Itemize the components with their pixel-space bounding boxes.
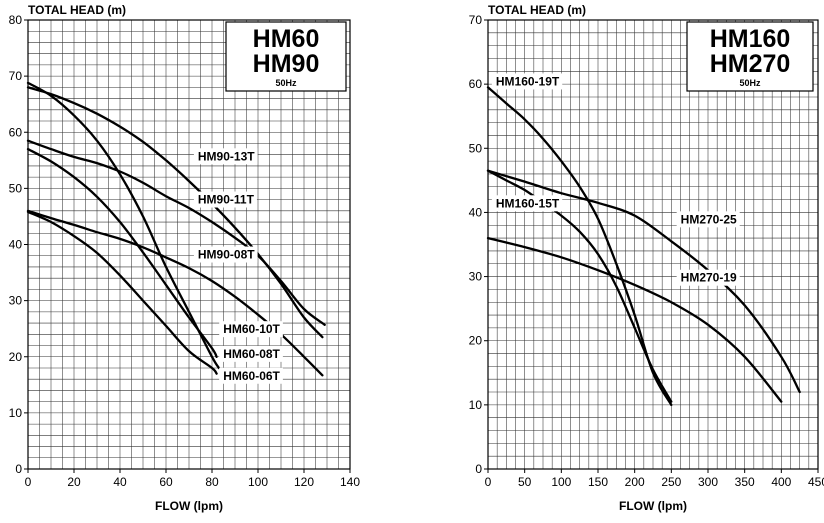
curve-label-text: HM60-08T: [223, 347, 280, 361]
x-tick-label: 200: [625, 475, 645, 489]
x-tick-label: 350: [735, 475, 755, 489]
y-tick-label: 60: [9, 125, 23, 139]
curve-label-hm90-11t: HM90-11T: [193, 191, 257, 208]
curve-label-bg: [491, 195, 563, 212]
y-axis-title: TOTAL HEAD (m): [28, 3, 126, 17]
chart-hm60-hm90: 0 20 40 60 80 100 120 140 0 10 20 30 40 50 60 70 80 TOTAL…: [9, 3, 361, 513]
curve-label-bg: [219, 345, 283, 362]
curve-label-text: HM90-08T: [198, 248, 255, 262]
x-tick-label: 40: [113, 475, 127, 489]
curve-label-bg: [676, 269, 740, 286]
x-tick-label: 100: [551, 475, 571, 489]
y-tick-label: 20: [469, 334, 483, 348]
curve-label-hm90-08t: HM90-08T: [193, 246, 258, 263]
chart-hm160-hm270: 0 50 100 150 200 250 300 350 400 450 0 10 20 30 40 50 60…: [469, 3, 824, 513]
y-tick-label: 50: [9, 181, 23, 195]
curve-label-text: HM160-15T: [496, 196, 560, 210]
curve-label-hm60-08t: HM60-08T: [219, 345, 283, 362]
curve-hm160-19t: [486, 86, 673, 407]
x-tick-label: 400: [771, 475, 791, 489]
curve-hm60-08t: [26, 147, 218, 358]
curve-hm90-13t: [26, 86, 324, 339]
y-tick-label: 70: [9, 69, 23, 83]
frequency-label: 50Hz: [739, 78, 761, 88]
x-tick-label: 0: [25, 475, 32, 489]
x-tick-label: 140: [340, 475, 360, 489]
y-tick-label: 30: [469, 270, 483, 284]
x-tick-label: 60: [159, 475, 173, 489]
y-tick-label: 40: [469, 205, 483, 219]
x-tick-label: 450: [808, 475, 824, 489]
y-tick-label: 70: [469, 13, 483, 27]
curve-hm270-25: [486, 169, 801, 394]
y-tick-label: 0: [475, 462, 482, 476]
curve-label-hm160-19t: HM160-19T: [491, 73, 563, 90]
grid-hm60-hm90: [28, 20, 350, 469]
y-tick-label: 60: [469, 77, 483, 91]
model-title-frame: [225, 21, 347, 92]
curve-label-text: HM270-25: [681, 212, 737, 226]
curve-label-hm60-06t: HM60-06T: [219, 367, 283, 384]
y-axis-title: TOTAL HEAD (m): [488, 3, 586, 17]
x-tick-label: 150: [588, 475, 608, 489]
curve-label-text: HM160-19T: [496, 74, 560, 88]
curve-label-hm270-25: HM270-25: [676, 211, 740, 228]
curve-label-text: HM60-10T: [223, 322, 280, 336]
curve-label-bg: [219, 367, 283, 384]
curve-label-hm270-19: HM270-19: [676, 269, 740, 286]
model-title-line: HM160: [710, 25, 791, 53]
curve-label-text: HM60-06T: [223, 369, 280, 383]
y-tick-label: 80: [9, 13, 23, 27]
curve-hm60-10t: [26, 81, 221, 370]
x-tick-label: 300: [698, 475, 718, 489]
curve-hm90-11t: [26, 139, 326, 326]
curve-label-bg: [676, 211, 740, 228]
y-tick-label: 40: [9, 238, 23, 252]
y-tick-label: 0: [15, 462, 22, 476]
y-tick-label: 10: [9, 406, 23, 420]
y-tick-label: 10: [469, 398, 483, 412]
y-tick-label: 20: [9, 350, 23, 364]
x-axis-title: FLOW (lpm): [155, 499, 223, 513]
curve-label-bg: [193, 191, 257, 208]
curve-label-text: HM90-11T: [198, 193, 255, 207]
model-title-line: HM90: [253, 50, 320, 78]
x-tick-label: 100: [248, 475, 268, 489]
curve-label-hm90-13t: HM90-13T: [193, 148, 258, 165]
x-tick-label: 0: [485, 475, 492, 489]
curve-hm160-15t: [486, 169, 673, 403]
curve-label-bg: [193, 148, 258, 165]
y-tick-label: 50: [469, 141, 483, 155]
x-tick-label: 250: [661, 475, 681, 489]
curve-label-text: HM90-13T: [198, 149, 255, 163]
curve-hm60-06t: [26, 210, 218, 375]
x-tick-label: 80: [205, 475, 219, 489]
plot-frame: [487, 19, 819, 470]
x-axis-title: FLOW (lpm): [619, 499, 687, 513]
x-tick-label: 20: [67, 475, 81, 489]
curve-label-bg: [219, 321, 283, 338]
model-title-line: HM60: [253, 25, 320, 53]
frequency-label: 50Hz: [275, 78, 297, 88]
curve-label-hm60-10t: HM60-10T: [219, 321, 283, 338]
model-title-frame: [686, 21, 814, 92]
x-tick-label: 50: [518, 475, 532, 489]
curve-label-hm160-15t: HM160-15T: [491, 195, 563, 212]
model-title-line: HM270: [710, 50, 791, 78]
curve-label-bg: [491, 73, 563, 90]
x-tick-label: 120: [294, 475, 314, 489]
curve-label-text: HM270-19: [681, 271, 737, 285]
curve-hm270-19: [486, 236, 783, 403]
y-tick-label: 30: [9, 294, 23, 308]
curve-label-bg: [193, 246, 258, 263]
